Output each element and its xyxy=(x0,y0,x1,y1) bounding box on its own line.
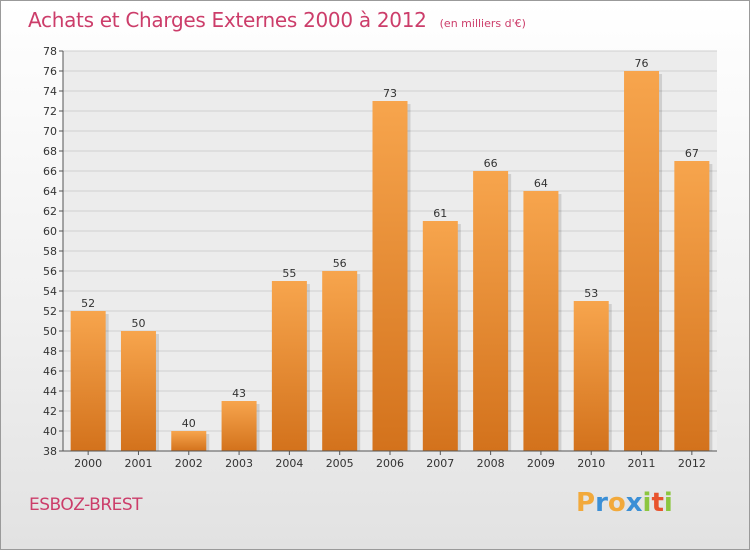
logo-letter: t xyxy=(651,488,664,518)
x-tick-label-2004: 2004 xyxy=(275,457,303,470)
chart-title: Achats et Charges Externes 2000 à 2012 xyxy=(28,8,427,32)
y-tick-label: 54 xyxy=(43,285,57,298)
data-label-2004: 55 xyxy=(282,267,296,280)
bar-2005 xyxy=(322,271,358,451)
x-tick-label-2007: 2007 xyxy=(426,457,454,470)
bar-2002 xyxy=(171,431,207,451)
logo-letter: x xyxy=(625,488,643,518)
y-tick-label: 64 xyxy=(43,185,57,198)
x-tick-label-2006: 2006 xyxy=(376,457,404,470)
logo-letter: P xyxy=(576,488,596,518)
y-tick-label: 70 xyxy=(43,125,57,138)
x-tick-label-2005: 2005 xyxy=(326,457,354,470)
x-tick-label-2011: 2011 xyxy=(628,457,656,470)
bar-2006 xyxy=(372,101,408,451)
title-row: Achats et Charges Externes 2000 à 2012 (… xyxy=(28,8,526,32)
logo-letter: r xyxy=(595,488,608,518)
bar-layer: 52 50 40 43 55 56 73 61 66 64 53 76 67 xyxy=(70,57,713,451)
data-label-2001: 50 xyxy=(131,317,145,330)
y-tick-label: 40 xyxy=(43,425,57,438)
y-tick-label: 62 xyxy=(43,205,57,218)
bar-2011 xyxy=(624,71,660,451)
y-tick-label: 46 xyxy=(43,365,57,378)
y-tick-label: 42 xyxy=(43,405,57,418)
y-tick-label: 72 xyxy=(43,105,57,118)
logo-letter: i xyxy=(663,488,673,518)
y-tick-label: 56 xyxy=(43,265,57,278)
x-tick-label-2010: 2010 xyxy=(577,457,605,470)
data-label-2003: 43 xyxy=(232,387,246,400)
y-tick-label: 38 xyxy=(43,445,57,458)
y-tick-label: 44 xyxy=(43,385,57,398)
bar-2010 xyxy=(573,301,609,451)
bar-2001 xyxy=(120,331,156,451)
y-tick-label: 78 xyxy=(43,45,57,58)
bar-2004 xyxy=(271,281,307,451)
data-label-2010: 53 xyxy=(584,287,598,300)
bar-2007 xyxy=(422,221,458,451)
y-tick-label: 76 xyxy=(43,65,57,78)
bar-2008 xyxy=(473,171,509,451)
data-label-2005: 56 xyxy=(333,257,347,270)
x-tick-label-2000: 2000 xyxy=(74,457,102,470)
x-tick-label-2003: 2003 xyxy=(225,457,253,470)
data-label-2002: 40 xyxy=(182,417,196,430)
data-label-2000: 52 xyxy=(81,297,95,310)
data-label-2009: 64 xyxy=(534,177,548,190)
y-tick-label: 48 xyxy=(43,345,57,358)
data-label-2008: 66 xyxy=(484,157,498,170)
data-label-2012: 67 xyxy=(685,147,699,160)
x-tick-label-2012: 2012 xyxy=(678,457,706,470)
bar-2012 xyxy=(674,161,710,451)
x-tick-label-2008: 2008 xyxy=(477,457,505,470)
y-tick-label: 60 xyxy=(43,225,57,238)
y-tick-label: 74 xyxy=(43,85,57,98)
logo-letter: i xyxy=(642,488,652,518)
y-tick-label: 68 xyxy=(43,145,57,158)
y-tick-label: 50 xyxy=(43,325,57,338)
data-label-2006: 73 xyxy=(383,87,397,100)
x-tick-label-2009: 2009 xyxy=(527,457,555,470)
commune-name: ESBOZ-BREST xyxy=(29,495,143,515)
y-tick-label: 66 xyxy=(43,165,57,178)
bar-2000 xyxy=(70,311,106,451)
y-tick-label: 52 xyxy=(43,305,57,318)
logo-letter: o xyxy=(607,488,626,518)
bar-2003 xyxy=(221,401,257,451)
x-tick-label-2001: 2001 xyxy=(124,457,152,470)
proxiti-logo[interactable]: Proxiti xyxy=(576,488,673,518)
chart-unit: (en milliers d'€) xyxy=(439,17,526,30)
bar-2009 xyxy=(523,191,559,451)
x-tick-label-2002: 2002 xyxy=(175,457,203,470)
axis-layer: 38 40 42 44 46 48 50 52 54 56 58 60 62 64 66 68 70 72 74 76… xyxy=(43,45,717,470)
data-label-2011: 76 xyxy=(635,57,649,70)
data-label-2007: 61 xyxy=(433,207,447,220)
y-tick-label: 58 xyxy=(43,245,57,258)
